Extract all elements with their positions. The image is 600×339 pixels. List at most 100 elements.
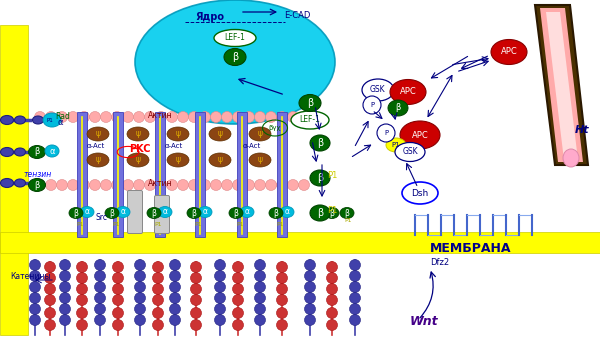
Text: β: β [329,208,334,218]
Circle shape [152,319,163,331]
Ellipse shape [1,147,14,157]
Bar [237,112,247,237]
Ellipse shape [187,207,201,219]
Text: P1: P1 [344,218,352,223]
Circle shape [29,293,41,303]
Circle shape [287,179,299,191]
Circle shape [133,112,145,122]
Circle shape [95,293,106,303]
Circle shape [77,319,88,331]
Circle shape [188,112,199,122]
FancyBboxPatch shape [155,196,170,234]
Text: α-Act: α-Act [87,143,105,149]
Ellipse shape [269,207,283,219]
Circle shape [233,295,244,305]
Circle shape [191,261,202,273]
Bar [155,112,165,237]
Circle shape [277,295,287,305]
Circle shape [113,295,124,305]
Text: тензин: тензин [24,170,52,179]
Circle shape [363,96,381,114]
Circle shape [178,112,188,122]
Circle shape [265,112,277,122]
Ellipse shape [280,206,294,218]
Circle shape [215,271,226,281]
Circle shape [44,283,56,295]
Text: β: β [191,208,196,218]
Circle shape [349,303,361,315]
Polygon shape [540,8,583,162]
Ellipse shape [198,206,212,218]
Circle shape [134,271,146,281]
Circle shape [349,271,361,281]
Bar [113,112,123,237]
Text: ψ: ψ [136,129,140,139]
Circle shape [77,283,88,295]
Circle shape [326,261,337,273]
Circle shape [46,112,56,122]
Text: P1: P1 [327,206,337,215]
Circle shape [326,273,337,283]
Text: ψ: ψ [95,156,101,164]
Circle shape [326,307,337,319]
Circle shape [244,112,254,122]
Circle shape [221,179,233,191]
Text: β: β [110,208,115,218]
Text: Актин: Актин [148,179,172,188]
Text: β: β [307,98,313,108]
Circle shape [155,179,167,191]
Circle shape [305,303,316,315]
Text: β: β [317,208,323,218]
Ellipse shape [400,121,440,149]
Ellipse shape [14,148,25,156]
Circle shape [56,179,67,191]
Ellipse shape [116,206,130,218]
Ellipse shape [388,100,408,116]
Circle shape [134,259,146,271]
Circle shape [215,303,226,315]
Ellipse shape [310,170,330,186]
Polygon shape [546,12,578,160]
Circle shape [199,112,211,122]
Circle shape [233,307,244,319]
Text: P1: P1 [276,222,284,227]
Circle shape [67,112,79,122]
Circle shape [113,261,124,273]
Circle shape [95,271,106,281]
Ellipse shape [32,116,44,124]
Circle shape [59,259,71,271]
Circle shape [112,112,122,122]
Circle shape [44,295,56,305]
Circle shape [170,281,181,293]
Circle shape [152,261,163,273]
Ellipse shape [69,207,83,219]
Text: Rad: Rad [55,112,70,121]
Circle shape [113,273,124,283]
Bar [77,112,87,237]
Text: ψ: ψ [257,129,263,139]
Ellipse shape [158,206,172,218]
Circle shape [215,259,226,271]
Circle shape [211,179,221,191]
Ellipse shape [80,206,94,218]
Circle shape [349,259,361,271]
Circle shape [44,319,56,331]
Circle shape [299,179,310,191]
Circle shape [170,271,181,281]
Circle shape [305,271,316,281]
Ellipse shape [14,116,25,124]
Circle shape [152,307,163,319]
Text: α: α [49,146,55,156]
Ellipse shape [127,127,149,141]
Circle shape [44,273,56,283]
Ellipse shape [310,135,330,151]
Circle shape [95,315,106,325]
Text: Src: Src [95,213,107,222]
Text: α: α [203,207,208,217]
Circle shape [59,315,71,325]
Circle shape [233,112,244,122]
Text: P1: P1 [154,222,162,227]
Bar [277,112,287,237]
Text: β: β [233,208,238,218]
Circle shape [191,295,202,305]
